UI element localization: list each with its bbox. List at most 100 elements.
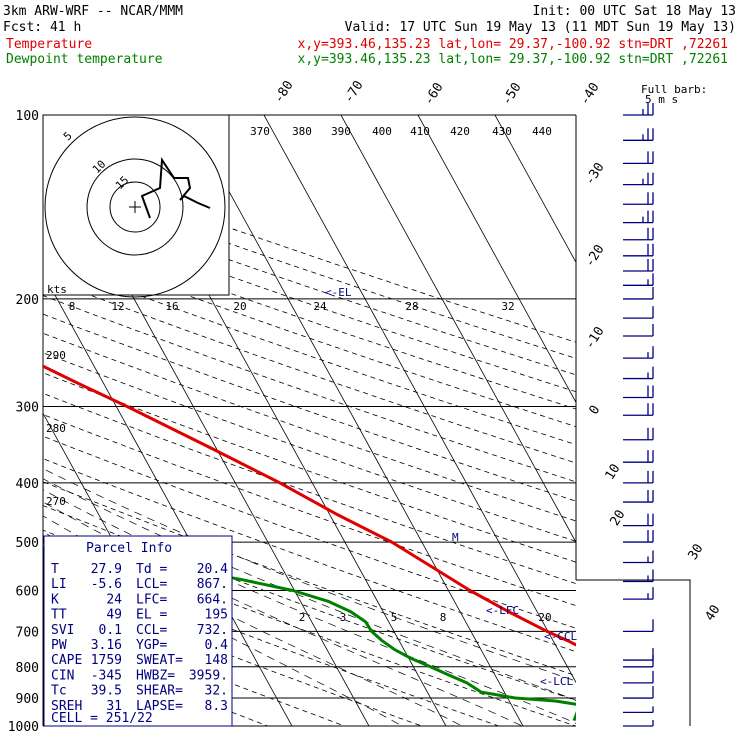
theta-label: 270: [46, 495, 66, 508]
parcel-info-value: 1759: [91, 653, 122, 668]
parcel-info-label: TT: [51, 608, 67, 623]
mixing-ratio-label: 20: [538, 611, 551, 624]
lcl-marker: <-LCL: [540, 675, 573, 688]
parcel-info-value: 3.16: [91, 638, 122, 653]
mixing-ratio-label: 8: [440, 611, 447, 624]
parcel-info-label: T: [51, 562, 59, 577]
dry-adiabat: [43, 608, 346, 726]
dry-adiabat: [43, 259, 576, 446]
isotherm: [186, 115, 524, 726]
el-marker: <-EL: [325, 286, 352, 299]
dry-adiabat: [43, 392, 576, 585]
parcel-info-label: LAPSE=: [136, 699, 183, 714]
hodograph-speed-label: 16: [165, 300, 178, 313]
hodograph-speed-label: 12: [111, 300, 124, 313]
hodograph-speed-label: 32: [501, 300, 514, 313]
forecast-hour: Fcst: 41 h: [3, 20, 81, 35]
isotherm-label: -80: [271, 78, 296, 106]
hodograph-ring: [109, 181, 161, 233]
model-title: 3km ARW-WRF -- NCAR/MMM: [3, 4, 183, 19]
isotherm-label: 30: [686, 542, 707, 563]
parcel-info-label: LI: [51, 577, 67, 592]
legend-temperature: Temperature: [6, 37, 92, 52]
parcel-info-rows: T 27.9 Td = 20.4 LI -5.6 LCL= 867. K 24 LFC= 664…: [51, 562, 228, 714]
parcel-info-value: 0.1: [99, 623, 122, 638]
isotherm: [340, 115, 576, 544]
isotherm-label: 10: [603, 462, 624, 483]
mixing-ratio-label: 5: [391, 611, 398, 624]
parcel-info-value: 664.: [197, 592, 228, 607]
isotherm: [43, 272, 293, 726]
parcel-info-value: 31: [106, 699, 122, 714]
hodograph-speed-label: 20: [233, 300, 246, 313]
temperature-profile: [43, 364, 576, 647]
dry-adiabat: [43, 481, 576, 677]
pressure-tick-label: 500: [16, 536, 39, 551]
parcel-info-value: 3959.: [189, 668, 228, 683]
isotherm-label: -10: [582, 324, 607, 352]
dry-adiabat: [43, 208, 576, 393]
right-axis-step: [576, 579, 691, 726]
pressure-tick-label: 700: [16, 625, 39, 640]
init-time: Init: 00 UTC Sat 18 May 13: [533, 4, 737, 19]
parcel-info-label: LCL=: [136, 577, 167, 592]
parcel-info-panel: Parcel Info T 27.9 Td = 20.4 LI -5.6 LCL= 867…: [43, 535, 233, 727]
parcel-info-frame: [43, 535, 233, 727]
parcel-info-value: -345: [91, 668, 122, 683]
parcel-info-label: SVI: [51, 623, 74, 638]
theta-label: 410: [410, 125, 430, 138]
parcel-info-value: 27.9: [91, 562, 122, 577]
dry-adiabat: [43, 276, 576, 464]
isotherm: [263, 115, 576, 684]
parcel-info-label: LFC=: [136, 592, 167, 607]
wind-barbs: [623, 103, 654, 727]
isotherm-label: -20: [582, 242, 607, 270]
pressure-tick-label: 400: [16, 477, 39, 492]
temperature-location: x,y=393.46,135.23 lat,lon= 29.37,-100.92…: [298, 37, 728, 52]
theta-label: 430: [492, 125, 512, 138]
dewpoint-location: x,y=393.46,135.23 lat,lon= 29.37,-100.92…: [298, 52, 728, 67]
parcel-info-label: CAPE: [51, 653, 82, 668]
barb-legend-line2: 5 m s: [645, 93, 678, 106]
pressure-tick-label: 300: [16, 401, 39, 416]
parcel-info-value: 867.: [197, 577, 228, 592]
isotherm-label: 40: [703, 603, 724, 624]
parcel-info-value: 32.: [205, 684, 228, 699]
parcel-info-label: SHEAR=: [136, 684, 183, 699]
mixing-ratio-label: 3: [340, 611, 347, 624]
moist-adiabat: [43, 501, 523, 726]
theta-label: 290: [46, 349, 66, 362]
parcel-info-value: 148: [205, 653, 228, 668]
parcel-info-value: 732.: [197, 623, 228, 638]
parcel-info-value: 24: [106, 592, 122, 607]
pressure-tick-label: 200: [16, 293, 39, 308]
isotherm: [494, 115, 576, 264]
dry-adiabat: [43, 505, 576, 701]
dry-adiabat: [43, 332, 576, 522]
moist-adiabat: [43, 478, 576, 701]
parcel-info-label: SREH: [51, 699, 82, 714]
mixing-ratio-label: 2: [299, 611, 306, 624]
hodograph-ring: [86, 158, 184, 256]
theta-label: 280: [46, 422, 66, 435]
isotherm: [417, 115, 576, 404]
parcel-info-label: EL =: [136, 608, 167, 623]
pressure-tick-label: 800: [16, 661, 39, 676]
parcel-info-label: CCL=: [136, 623, 167, 638]
hodograph-speed-label: 28: [405, 300, 418, 313]
pressure-tick-label: 600: [16, 584, 39, 599]
parcel-info-label: CIN: [51, 668, 74, 683]
parcel-info-label: Td =: [136, 562, 167, 577]
pressure-tick-label: 1000: [8, 720, 39, 735]
ccl-marker: <-CCL: [544, 630, 577, 643]
barb-legend-line1: Full barb:: [641, 83, 707, 96]
parcel-info-value: 20.4: [197, 562, 228, 577]
legend-dewpoint: Dewpoint temperature: [6, 52, 163, 67]
valid-time: Valid: 17 UTC Sun 19 May 13 (11 MDT Sun …: [345, 20, 736, 35]
isotherm-label: 20: [608, 508, 629, 529]
parcel-info-value: 195: [205, 608, 228, 623]
theta-label: 400: [372, 125, 392, 138]
